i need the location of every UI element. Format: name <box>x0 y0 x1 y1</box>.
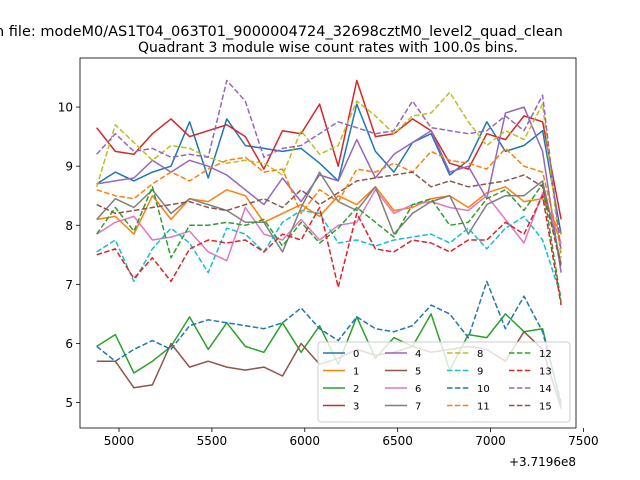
y-tick-label: 5 <box>65 396 73 410</box>
legend-label-9: 9 <box>477 367 483 378</box>
legend-label-1: 1 <box>353 367 359 378</box>
series-line-10 <box>96 280 562 403</box>
legend-label-12: 12 <box>539 349 552 360</box>
x-offset-label: +3.7196e8 <box>509 455 576 469</box>
x-tick-label: 6000 <box>290 434 321 448</box>
series-line-3 <box>96 79 562 220</box>
series-line-7 <box>96 171 562 264</box>
series-line-15 <box>96 171 562 267</box>
legend-label-13: 13 <box>539 367 552 378</box>
legend-label-6: 6 <box>415 384 421 395</box>
chart-title: Quadrant 3 module wise count rates with … <box>138 40 518 56</box>
axes-frame <box>79 57 577 429</box>
x-tick-label: 7500 <box>568 434 599 448</box>
legend-label-11: 11 <box>477 402 490 413</box>
legend-label-3: 3 <box>353 402 359 413</box>
series-line-8 <box>95 91 562 258</box>
plot-area: 5000 5500 6000 6500 7000 75005678910012345678… <box>58 57 599 448</box>
x-tick-label: 5000 <box>104 434 135 448</box>
series-line-14 <box>96 79 562 252</box>
series-line-11 <box>96 147 562 250</box>
y-tick-label: 8 <box>65 219 73 233</box>
y-tick-label: 7 <box>65 278 73 292</box>
y-tick-label: 9 <box>65 160 73 174</box>
y-tick-label: 10 <box>58 101 73 115</box>
legend-label-10: 10 <box>477 384 490 395</box>
legend-box <box>317 341 571 423</box>
figure-suptitle: n file: modeM0/AS1T04_063T01_9000004724_… <box>0 24 563 40</box>
legend-label-0: 0 <box>353 349 359 360</box>
x-tick-label: 6500 <box>382 434 413 448</box>
series-line-0 <box>96 103 562 235</box>
x-tick-label: 7000 <box>475 434 506 448</box>
y-tick-label: 6 <box>65 337 73 351</box>
legend-label-14: 14 <box>539 384 552 395</box>
legend-label-5: 5 <box>415 367 421 378</box>
legend-label-7: 7 <box>415 402 421 413</box>
legend-label-2: 2 <box>353 384 359 395</box>
series-line-1 <box>96 186 562 235</box>
legend-label-15: 15 <box>539 402 552 413</box>
series-line-6 <box>96 189 562 262</box>
legend-label-4: 4 <box>415 349 421 360</box>
series-line-4 <box>96 106 562 273</box>
series-line-9 <box>96 209 562 297</box>
series-line-13 <box>96 194 562 306</box>
x-tick-label: 5500 <box>197 434 228 448</box>
series-line-12 <box>96 183 562 303</box>
legend-label-8: 8 <box>477 349 483 360</box>
